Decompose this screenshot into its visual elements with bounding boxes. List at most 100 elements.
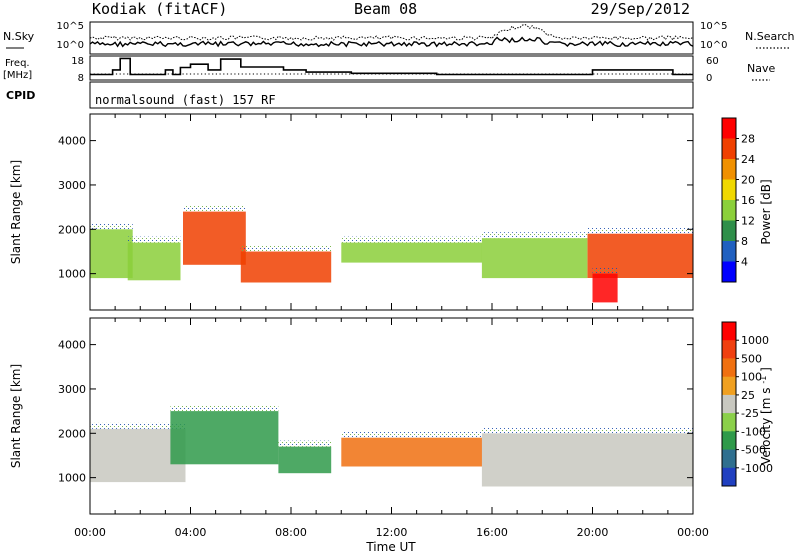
colorbar-tick-label: 1000 [741, 334, 769, 347]
scatter-region [183, 211, 246, 265]
colorbar-tick-label: 12 [741, 215, 755, 228]
scatter-region [90, 428, 186, 483]
y-tick-label: 4000 [58, 135, 86, 148]
scatter-region-edge [278, 440, 332, 447]
colorbar-tick-label: 4 [741, 256, 748, 269]
scatter-region [481, 238, 588, 279]
scatter-region [240, 251, 332, 283]
colorbar-segment [722, 467, 736, 487]
scatter-region [341, 437, 482, 467]
freq-series [90, 57, 693, 76]
colorbar-segment [722, 241, 736, 262]
scatter-region [170, 411, 279, 465]
x-tick-label: 16:00 [476, 526, 508, 539]
date-title: 29/Sep/2012 [591, 0, 690, 18]
scatter-region-edge [183, 205, 246, 212]
colorbar-tick-label: 500 [741, 352, 762, 365]
y-tick-label: 4000 [58, 339, 86, 352]
nsearch-tick-top: 10^5 [700, 21, 727, 32]
velocity-ylabel: Slant Range [km] [9, 364, 23, 468]
colorbar-segment [722, 322, 736, 341]
x-tick-label: 04:00 [175, 526, 207, 539]
y-tick-label: 1000 [58, 472, 86, 485]
noise-panel: N.Sky 10^5 10^0 10^5 10^0 N.Search [3, 21, 795, 55]
power-panel: Slant Range [km] 1000 2000 3000 4000 4 8 12 16… [9, 113, 773, 311]
colorbar-tick-label: -500 [741, 444, 766, 457]
velocity-colorbar-label: Velocity [m s -1 ] [755, 367, 773, 465]
colorbar-segment [722, 449, 736, 469]
colorbar-segment [722, 413, 736, 432]
power-colorbar-label: Power [dB] [759, 179, 773, 244]
scatter-region [90, 229, 133, 279]
scatter-region-edge [481, 232, 588, 239]
colorbar-tick-label: 24 [741, 153, 755, 166]
scatter-region [127, 242, 181, 281]
scatter-region-edge [170, 405, 279, 412]
nsky-label: N.Sky [3, 30, 35, 43]
scatter-region [481, 433, 693, 487]
colorbar-tick-label: 28 [741, 133, 755, 146]
scatter-region [341, 242, 482, 263]
cpid-panel: CPID normalsound (fast) 157 RF [6, 81, 694, 109]
colorbar-tick-label: 25 [741, 389, 755, 402]
beam-title: Beam 08 [354, 0, 417, 18]
colorbar-frame [721, 321, 737, 487]
scatter-region-edge [592, 267, 618, 274]
y-tick-label: 2000 [58, 427, 86, 440]
nave-tick-top: 60 [706, 56, 719, 67]
scatter-region-edge [90, 223, 133, 230]
colorbar-tick-label: -100 [741, 425, 766, 438]
x-tick-label: 12:00 [376, 526, 408, 539]
colorbar-segment [722, 394, 736, 414]
colorbar-segment [722, 159, 736, 180]
station-title: Kodiak (fitACF) [92, 0, 227, 18]
colorbar-tick-label: 16 [741, 194, 755, 207]
x-tick-label: 08:00 [275, 526, 307, 539]
colorbar-segment [722, 200, 736, 221]
x-tick-label: 00:00 [677, 526, 709, 539]
colorbar-segment [722, 138, 736, 160]
nsky-tick-bottom: 10^0 [57, 40, 84, 51]
freq-label: Freq. [5, 58, 30, 69]
scatter-region-edge [240, 245, 332, 252]
cpid-label: CPID [6, 89, 35, 102]
scatter-region-edge [341, 431, 482, 438]
scatter-region [278, 446, 332, 474]
freq-tick-top: 18 [71, 56, 84, 67]
x-tick-label: 20:00 [577, 526, 609, 539]
mode-text: normalsound (fast) 157 RF [95, 93, 276, 107]
nsearch-tick-bottom: 10^0 [700, 40, 727, 51]
freq-tick-bottom: 8 [78, 73, 84, 84]
colorbar-tick-label: -25 [741, 407, 759, 420]
velocity-panel: Slant Range [km] 1000 2000 3000 4000 00:00 0… [9, 317, 773, 554]
nsky-tick-top: 10^5 [57, 21, 84, 32]
freq-panel: Freq. [MHz] 18 8 60 0 Nave [3, 55, 775, 84]
y-tick-label: 2000 [58, 223, 86, 236]
y-tick-label: 3000 [58, 179, 86, 192]
scatter-region-edge [587, 227, 693, 234]
nsearch-series [89, 23, 694, 41]
y-tick-label: 1000 [58, 268, 86, 281]
nave-label: Nave [747, 62, 775, 75]
colorbar-segment [722, 431, 736, 450]
colorbar-tick-label: -1000 [741, 462, 773, 475]
colorbar-segment [722, 179, 736, 201]
y-tick-label: 3000 [58, 383, 86, 396]
power-ylabel: Slant Range [km] [9, 160, 23, 264]
nsearch-label: N.Search [745, 30, 795, 43]
scatter-region-edge [481, 427, 693, 434]
colorbar-tick-label: 8 [741, 235, 748, 248]
colorbar-tick-label: 100 [741, 371, 762, 384]
colorbar-segment [722, 118, 736, 139]
freq-unit: [MHz] [3, 70, 32, 81]
nsky-series [89, 36, 694, 48]
nave-tick-bottom: 0 [706, 73, 712, 84]
colorbar-segment [722, 340, 736, 359]
scatter-region-edge [90, 422, 186, 429]
colorbar-segment [722, 261, 736, 283]
scatter-region-edge [127, 236, 181, 243]
scatter-region [592, 273, 618, 303]
scatter-region-edge [341, 236, 482, 243]
colorbar-segment [722, 376, 736, 396]
